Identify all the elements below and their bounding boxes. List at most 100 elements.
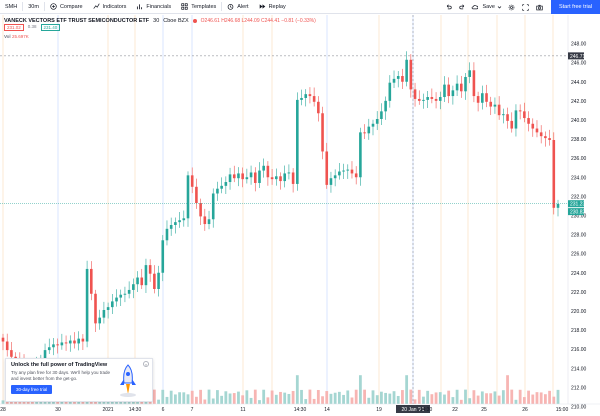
price-tick-label: 212.00	[571, 385, 587, 391]
volume-bar	[434, 392, 438, 404]
redo-icon	[459, 3, 465, 9]
volume-bar	[300, 389, 303, 404]
cloud-icon-button[interactable]	[469, 0, 479, 14]
candle-body	[338, 171, 341, 176]
candle-body	[548, 138, 551, 141]
volume-bar	[173, 394, 177, 404]
candle-body	[148, 265, 152, 274]
volume-bar	[506, 375, 509, 404]
volume-bar	[346, 390, 350, 404]
time-tick-label: 22	[452, 407, 458, 413]
candle-body	[144, 265, 148, 286]
fullscreen-button[interactable]	[519, 0, 533, 14]
volume-bar	[274, 394, 278, 404]
volume-bar	[287, 393, 291, 404]
symbol-search[interactable]: SMH	[0, 0, 22, 14]
price-tick-label: 244.00	[571, 80, 587, 86]
volume-bar	[258, 400, 261, 404]
candle-body	[136, 277, 139, 285]
candle-body	[333, 175, 337, 179]
time-tick-label: 14:30	[294, 407, 307, 413]
volume-bar	[203, 399, 207, 404]
time-axis[interactable]: 28 30 2021 14:30 6 7 11 14:30 14 19 20 Jan '2114:3…	[0, 403, 600, 413]
candle-body	[375, 118, 379, 124]
price-chart[interactable]: 248.00 246.00 244.00 242.00 240.00 238.00 236.…	[0, 15, 600, 416]
candle-body	[438, 97, 442, 101]
time-tick-label: 19	[376, 407, 382, 413]
close-icon[interactable]: ×	[143, 361, 149, 367]
gear-icon	[509, 4, 515, 10]
price-tick-label: 240.00	[571, 118, 587, 124]
candle-body	[296, 99, 299, 184]
volume-bar	[342, 394, 345, 404]
price-label-box	[568, 200, 584, 208]
candle-body	[81, 338, 85, 342]
volume-bar	[493, 391, 497, 404]
undo-button[interactable]	[441, 0, 455, 14]
price-tick-label: 236.00	[571, 156, 587, 162]
volume-bar	[195, 396, 198, 404]
templates-button[interactable]: Templates	[176, 0, 221, 14]
price-tick-label: 220.00	[571, 309, 587, 315]
candle-body	[174, 222, 177, 225]
price-tick-label: 218.00	[571, 328, 587, 334]
free-trial-button[interactable]: 30-day free trial	[11, 385, 53, 394]
price-tick-label: 248.00	[571, 42, 587, 48]
financials-button[interactable]: Financials	[131, 0, 176, 14]
settings-button[interactable]	[505, 0, 519, 14]
volume-bar	[220, 395, 224, 404]
symbol-label: SMH	[5, 3, 18, 10]
sell-price-button[interactable]: 231.02	[4, 24, 24, 31]
redo-button[interactable]	[455, 0, 469, 14]
volume-bar	[165, 396, 169, 404]
volume-legend: Vol 25.697K	[4, 34, 29, 39]
volume-bar	[497, 395, 501, 404]
interval-button[interactable]: 30m	[23, 0, 44, 14]
price-tick-label: 228.00	[571, 233, 587, 239]
volume-bar	[249, 397, 253, 404]
candle-body	[1, 337, 5, 342]
status-dot	[192, 19, 197, 23]
volume-bar	[539, 392, 543, 404]
time-tick-label: 2021	[102, 407, 113, 413]
exchange-label: Cboe BZX	[163, 18, 189, 24]
candle-body	[552, 140, 556, 208]
candle-body	[459, 83, 463, 92]
volume-bar	[161, 389, 165, 404]
price-axis[interactable]: 248.00 246.00 244.00 242.00 240.00 238.00 236.…	[567, 15, 587, 410]
camera-icon	[536, 4, 544, 10]
volume-bar	[422, 396, 425, 404]
volume-bar	[396, 395, 400, 404]
start-free-trial-button[interactable]: Start free trial	[550, 0, 600, 14]
buy-price-button[interactable]: 231.40	[40, 24, 61, 31]
candle-body	[506, 114, 509, 121]
candle-body	[468, 70, 472, 77]
compare-button[interactable]: Compare	[45, 0, 88, 14]
price-tick-label: 242.00	[571, 99, 587, 105]
volume-bar	[157, 399, 160, 404]
candle-body	[207, 219, 211, 225]
candle-body	[535, 128, 539, 133]
candle-body	[455, 83, 459, 91]
snapshot-button[interactable]	[533, 0, 547, 14]
volume-bar	[480, 391, 484, 404]
volume-bar	[363, 389, 366, 404]
candle-body	[157, 272, 160, 289]
volume-bar	[312, 398, 316, 404]
session-separators	[2, 15, 554, 404]
fullscreen-icon	[522, 3, 530, 11]
alert-button[interactable]: Alert	[222, 0, 253, 14]
candle-body	[371, 123, 375, 127]
volume-bar	[543, 394, 547, 404]
candle-body	[291, 172, 295, 184]
replay-button[interactable]: Replay	[254, 0, 291, 14]
candle-body	[203, 216, 207, 225]
indicators-button[interactable]: Indicators	[88, 0, 132, 14]
price-label: 231.23	[570, 202, 586, 208]
candle-body	[98, 317, 102, 324]
candle-body	[485, 93, 488, 102]
volume-bar	[1, 400, 5, 404]
candle-body	[539, 132, 543, 137]
save-button[interactable]: Save	[479, 0, 505, 14]
time-tick-label: 6	[162, 407, 165, 413]
